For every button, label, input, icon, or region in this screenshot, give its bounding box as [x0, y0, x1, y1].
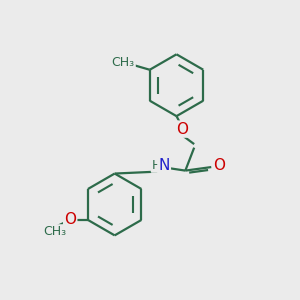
Text: O: O [214, 158, 226, 173]
Text: O: O [64, 212, 76, 227]
Text: CH₃: CH₃ [112, 56, 135, 70]
Text: N: N [158, 158, 170, 173]
Text: CH₃: CH₃ [44, 225, 67, 238]
Text: H: H [152, 159, 161, 172]
Text: O: O [176, 122, 188, 136]
